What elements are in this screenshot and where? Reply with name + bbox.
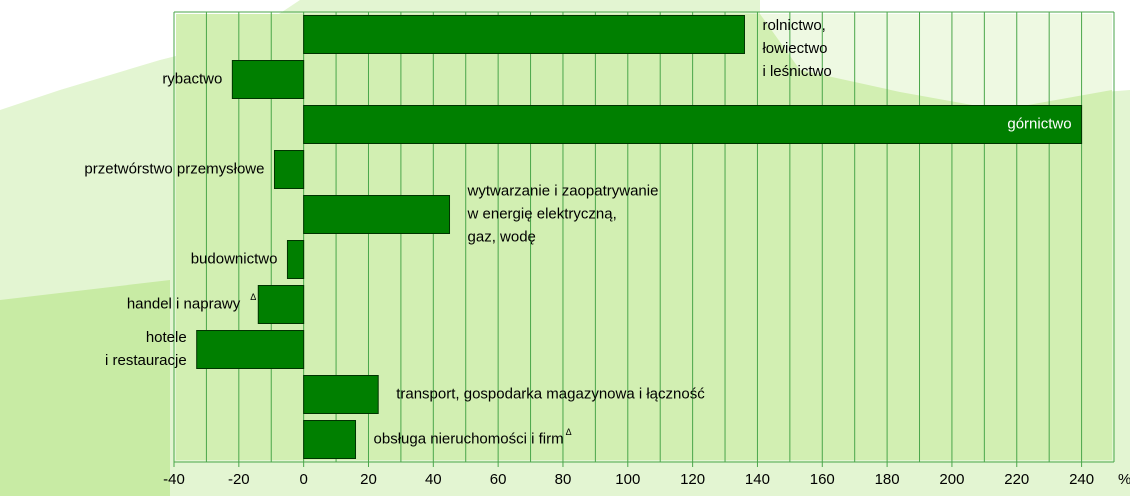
x-tick-label: 140 [745,471,770,488]
bar [303,195,451,234]
bar [257,285,305,324]
bar [286,240,305,279]
category-label: gaz, wodę [468,228,536,245]
x-tick-label: 180 [875,471,900,488]
category-label: górnictwo [1007,115,1071,132]
bar [303,105,1083,144]
x-tick-label: 200 [939,471,964,488]
category-label: łowiectwo [762,40,827,57]
bar [231,60,305,99]
map-shape [0,280,170,496]
bar [196,330,305,369]
x-tick-label: -20 [228,471,250,488]
category-label: handel i naprawy [127,295,241,312]
bar [273,150,305,189]
category-label: wytwarzanie i zaopatrywanie [467,182,659,199]
category-note: Δ [566,427,572,437]
x-tick-label: 40 [425,471,442,488]
x-tick-label: 0 [299,471,307,488]
category-label: i restauracje [105,352,187,369]
category-label: rybactwo [162,70,222,87]
x-tick-label: 240 [1069,471,1094,488]
category-label: obsługa nieruchomości i firm [374,430,564,447]
category-label: transport, gospodarka magazynowa i łączn… [396,385,705,402]
x-tick-label: 100 [615,471,640,488]
category-note: Δ [250,292,256,302]
category-label: rolnictwo, [762,17,825,34]
x-tick-label: 120 [680,471,705,488]
x-tick-label: 220 [1004,471,1029,488]
category-label: i leśnictwo [762,63,831,80]
x-tick-label: -40 [163,471,185,488]
category-label: hotele [146,329,187,346]
category-label: budownictwo [191,250,278,267]
x-tick-label: 60 [490,471,507,488]
bar [303,420,357,459]
bar [303,15,745,54]
category-label: w energię elektryczną, [467,205,617,222]
x-tick-label: 160 [810,471,835,488]
bar [303,375,379,414]
x-unit: % [1118,471,1130,488]
x-tick-label: 80 [555,471,572,488]
category-label: przetwórstwo przemysłowe [84,160,264,177]
map-shape [760,14,1112,110]
x-tick-label: 20 [360,471,377,488]
